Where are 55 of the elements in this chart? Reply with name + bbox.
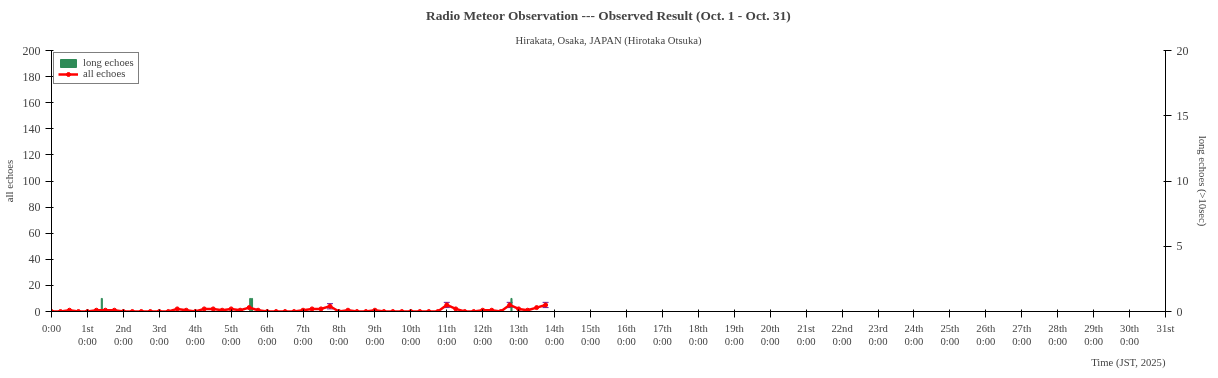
x-tick-label: 3rd 0:00 — [149, 322, 169, 347]
y-tick-label: 0 — [34, 304, 41, 319]
y-tick-label: 60 — [28, 226, 41, 241]
legend-label: long echoes — [83, 57, 134, 68]
y-tick-label: 80 — [28, 200, 41, 215]
x-tick-label: 8th 0:00 — [329, 322, 349, 347]
y-axis-title: all echoes — [3, 159, 15, 203]
x-tick-label: 20th 0:00 — [760, 322, 781, 347]
y-tick-label: 120 — [22, 147, 41, 162]
x-tick-label: 12th 0:00 — [473, 322, 493, 347]
y2-tick-label: 0 — [1176, 304, 1183, 319]
x-tick-label: 14th 0:00 — [545, 322, 565, 347]
x-tick-label: 17th 0:00 — [652, 322, 673, 347]
x-tick-label: 13th 0:00 — [509, 322, 529, 347]
x-tick-label: 5th 0:00 — [221, 322, 241, 347]
x-tick-label: 27th 0:00 — [1012, 322, 1032, 347]
y2-tick-label: 15 — [1176, 108, 1189, 123]
x-tick-label: 25th 0:00 — [940, 322, 961, 347]
x-tick-label: 9th 0:00 — [365, 322, 385, 347]
y-tick-label: 200 — [22, 43, 41, 58]
y-tick-label: 100 — [22, 174, 41, 188]
x-tick-label: 22nd 0:00 — [831, 322, 854, 347]
y2-tick-label: 5 — [1176, 239, 1183, 254]
x-tick-label: 7th 0:00 — [293, 322, 313, 347]
y2-tick-label: 20 — [1176, 43, 1189, 58]
y-tick-label: 180 — [22, 69, 41, 84]
y2-tick-label: 10 — [1176, 174, 1189, 188]
x-tick-label: 11th 0:00 — [437, 322, 457, 347]
x-tick-label: 15th 0:00 — [581, 322, 601, 347]
x-tick-label: 30th 0:00 — [1120, 322, 1140, 347]
x-tick-label: 24th 0:00 — [904, 322, 925, 347]
x-tick-label: 16th 0:00 — [617, 322, 637, 347]
x-tick-label: 31st — [1156, 322, 1175, 334]
x-tick-label: 1st 0:00 — [77, 322, 97, 347]
y-tick-label: 20 — [28, 278, 41, 293]
x-tick-label: 0:00 — [42, 322, 61, 334]
x-tick-label: 18th 0:00 — [688, 322, 709, 347]
x-tick-label: 28th 0:00 — [1048, 322, 1068, 347]
x-tick-label: 2nd 0:00 — [113, 322, 133, 347]
y-tick-label: 160 — [22, 95, 41, 110]
x-tick-label: 29th 0:00 — [1084, 322, 1104, 347]
legend-label: all echoes — [83, 68, 126, 79]
x-tick-label: 26th 0:00 — [976, 322, 996, 347]
x-axis-title: Time (JST, 2025) — [1091, 356, 1166, 369]
x-tick-label: 4th 0:00 — [185, 322, 205, 347]
x-tick-label: 23rd 0:00 — [868, 322, 889, 347]
x-tick-label: 10th 0:00 — [401, 322, 421, 347]
x-tick-label: 21st 0:00 — [796, 322, 816, 347]
y-tick-label: 140 — [22, 121, 41, 136]
y2-axis-title: long echoes (>10sec) — [1195, 135, 1208, 227]
x-tick-label: 6th 0:00 — [257, 322, 277, 347]
chart-subtitle: Hirakata, Osaka, JAPAN (Hirotaka Otsuka) — [515, 34, 702, 47]
x-tick-label: 19th 0:00 — [724, 322, 745, 347]
chart-title: Radio Meteor Observation --- Observed Result (Oct. 1 - Oct. 31) — [426, 7, 791, 23]
y-tick-label: 40 — [28, 252, 41, 267]
